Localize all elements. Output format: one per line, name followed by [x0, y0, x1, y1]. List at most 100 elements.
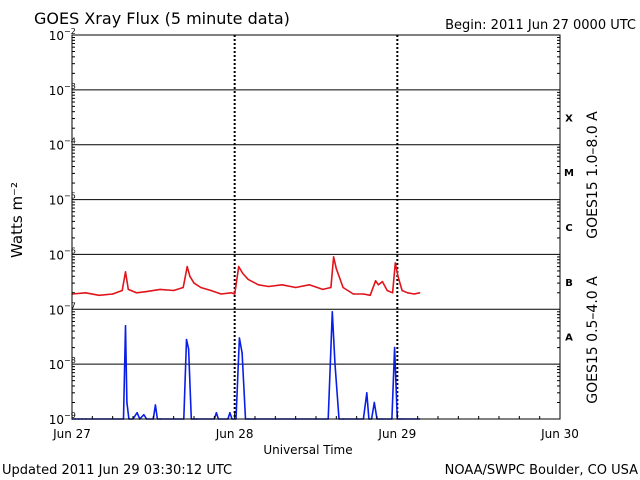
data-point: [393, 346, 396, 349]
data-point: [267, 285, 270, 288]
data-point: [362, 293, 365, 295]
data-point: [200, 286, 202, 289]
data-point: [374, 280, 377, 282]
x-tick-label: Jun 27: [52, 427, 91, 441]
data-point: [366, 392, 368, 394]
data-point: [394, 262, 396, 264]
data-point: [330, 286, 332, 289]
data-point: [210, 289, 212, 292]
y-axis-label: Watts m⁻²: [8, 182, 26, 258]
x-tick-label: Jun 28: [215, 427, 254, 441]
data-point: [135, 292, 138, 294]
data-point: [331, 311, 333, 313]
x-tick-labels: Jun 27 Jun 28 Jun 29 Jun 30: [52, 413, 579, 441]
flare-class-x: X: [565, 113, 573, 124]
data-point: [391, 292, 394, 294]
y-tick-exponent: −9: [64, 411, 76, 420]
data-point: [189, 275, 191, 277]
plot-frame: [71, 34, 561, 420]
y-tick-labels: 10−210−310−410−510−610−710−810−9: [49, 27, 76, 427]
data-point: [381, 280, 384, 283]
data-point: [373, 401, 375, 404]
data-point: [335, 268, 337, 270]
data-point: [136, 412, 138, 414]
data-point: [173, 289, 175, 292]
data-point: [308, 284, 310, 286]
data-point: [145, 290, 148, 293]
credit-label: NOAA/SWPC Boulder, CO USA: [445, 463, 638, 478]
data-point: [322, 288, 324, 291]
y-tick-label: 10: [49, 84, 64, 98]
updated-timestamp: Updated 2011 Jun 29 03:30:12 UTC: [2, 463, 232, 478]
flare-class-labels: X M C B A: [564, 113, 574, 343]
flare-class-a: A: [565, 333, 573, 344]
grid: [72, 37, 560, 403]
data-point: [377, 284, 380, 286]
x-tick-label: Jun 30: [540, 427, 579, 441]
data-point: [386, 289, 388, 292]
data-point: [215, 412, 218, 414]
data-point: [124, 271, 127, 273]
y-tick-label: 10: [49, 139, 64, 153]
data-point: [334, 363, 336, 365]
chart-title: GOES Xray Flux (5 minute data): [34, 9, 290, 28]
data-point: [112, 293, 114, 295]
data-point: [229, 412, 231, 414]
data-point: [182, 286, 184, 289]
begin-label: Begin: 2011 Jun 27 0000 UTC: [445, 18, 636, 33]
flare-class-m: M: [564, 168, 574, 179]
data-point: [193, 282, 195, 284]
data-point: [238, 337, 241, 339]
x-axis-label: Universal Time: [263, 443, 352, 457]
y-tick-exponent: −3: [64, 82, 76, 91]
data-point: [154, 404, 157, 406]
data-point: [220, 293, 222, 295]
y-tick-exponent: −5: [64, 192, 76, 201]
data-point: [397, 275, 399, 277]
data-point: [242, 272, 244, 275]
data-point: [241, 352, 243, 354]
data-point: [247, 278, 249, 281]
data-point: [332, 256, 335, 258]
data-point: [187, 348, 190, 350]
day-divider-lines: [233, 35, 399, 419]
data-point: [401, 289, 403, 292]
data-point: [406, 292, 409, 294]
data-point: [124, 325, 127, 327]
data-point: [185, 338, 188, 341]
y-tick-exponent: −6: [64, 246, 76, 255]
data-point: [413, 293, 415, 295]
data-point: [98, 294, 100, 296]
data-point: [159, 288, 161, 291]
y-tick-label: 10: [49, 29, 64, 43]
data-point: [126, 401, 128, 404]
data-point: [186, 265, 188, 268]
data-point: [127, 288, 129, 291]
series-line: [72, 310, 420, 420]
data-point: [419, 292, 421, 294]
y-tick-label: 10: [49, 248, 64, 262]
data-point: [281, 284, 283, 286]
data-point: [369, 294, 371, 296]
data-point: [342, 286, 344, 289]
series-long-channel: [71, 256, 421, 297]
y-tick-label: 10: [49, 303, 64, 317]
y-tick-exponent: −2: [64, 27, 76, 36]
data-point: [295, 286, 297, 289]
y-tick-exponent: −8: [64, 356, 76, 365]
data-point: [230, 292, 232, 294]
legend-long-channel: GOES15 1.0–8.0 A: [585, 111, 601, 239]
y-tick-exponent: −4: [64, 137, 76, 146]
y-tick-label: 10: [49, 194, 64, 208]
data-point: [143, 414, 145, 416]
data-point: [84, 292, 87, 294]
data-point: [257, 284, 260, 286]
data-point: [238, 265, 240, 268]
y-tick-label: 10: [49, 413, 64, 427]
data-point: [234, 293, 236, 295]
y-tick-exponent: −7: [64, 301, 76, 310]
x-tick-label: Jun 29: [377, 427, 416, 441]
flare-class-c: C: [565, 223, 572, 234]
